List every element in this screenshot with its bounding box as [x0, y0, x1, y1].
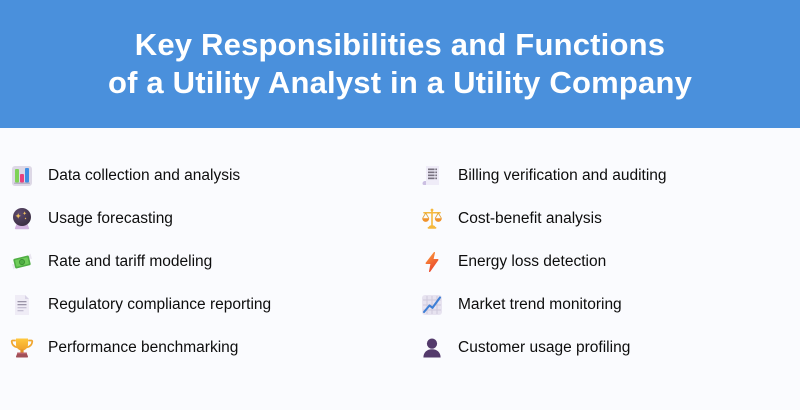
list-item-label: Energy loss detection	[458, 252, 607, 270]
high-voltage-icon	[420, 250, 444, 274]
left-column: Data collection and analysis	[0, 154, 400, 369]
receipt-icon	[420, 164, 444, 188]
list-item: Cost-benefit analysis	[420, 197, 800, 240]
list-item: Market trend monitoring	[420, 283, 800, 326]
list-item-label: Data collection and analysis	[48, 166, 241, 184]
chart-increasing-icon	[420, 293, 444, 317]
list-item: Rate and tariff modeling	[10, 240, 400, 283]
list-item: Data collection and analysis	[10, 154, 400, 197]
page-title-line1: Key Responsibilities and Functions	[134, 27, 666, 62]
right-column: Billing verification and auditing	[400, 154, 800, 369]
person-silhouette-icon	[420, 336, 444, 360]
title-banner: Key Responsibilities and Functions of a …	[0, 0, 800, 128]
bar-chart-icon	[10, 164, 34, 188]
list-item: Regulatory compliance reporting	[10, 283, 400, 326]
list-item-label: Usage forecasting	[48, 209, 173, 227]
list-item: Customer usage profiling	[420, 326, 800, 369]
document-icon	[10, 293, 34, 317]
money-with-wings-icon	[10, 250, 34, 274]
list-item: Performance benchmarking	[10, 326, 400, 369]
trophy-icon	[10, 336, 34, 360]
crystal-ball-icon	[10, 207, 34, 231]
list-item: Energy loss detection	[420, 240, 800, 283]
responsibilities-list: Data collection and analysis	[0, 128, 800, 369]
page-title-line2: of a Utility Analyst in a Utility Compan…	[107, 65, 693, 100]
list-item: Usage forecasting	[10, 197, 400, 240]
list-item-label: Billing verification and auditing	[458, 166, 667, 184]
balance-scale-icon	[420, 207, 444, 231]
list-item-label: Regulatory compliance reporting	[48, 295, 272, 313]
list-item-label: Cost-benefit analysis	[458, 209, 602, 227]
list-item-label: Market trend monitoring	[458, 295, 622, 313]
list-item: Billing verification and auditing	[420, 154, 800, 197]
list-item-label: Customer usage profiling	[458, 338, 631, 356]
list-item-label: Performance benchmarking	[48, 338, 239, 356]
list-item-label: Rate and tariff modeling	[48, 252, 213, 270]
